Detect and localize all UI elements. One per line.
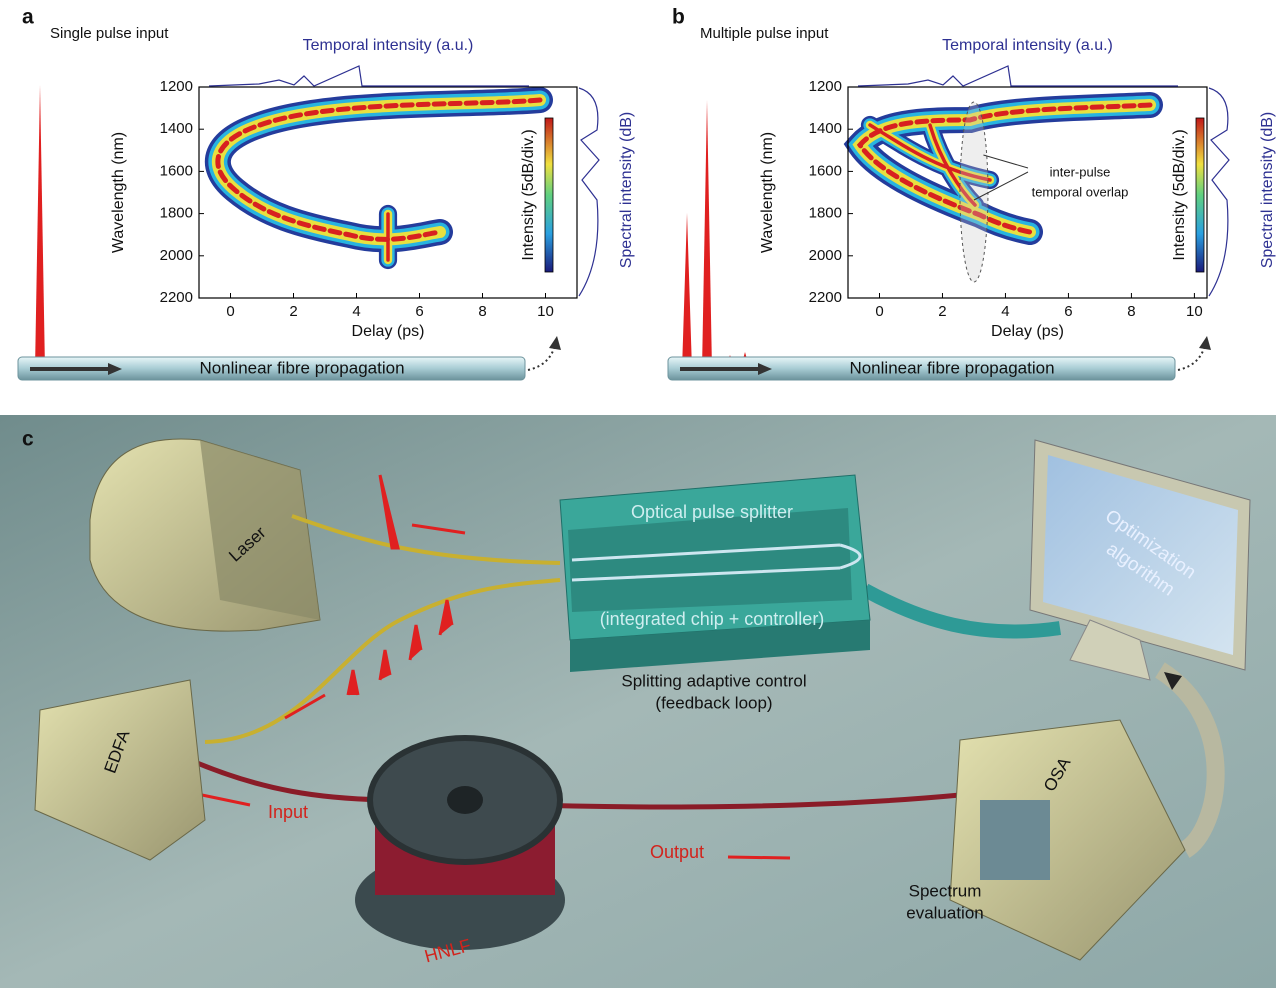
y-tick-label: 1600 [160,162,193,179]
monitor-screen [1043,455,1238,655]
spectral-trace [1208,87,1230,297]
setup-illustration [0,415,1276,988]
y-tick-label: 1800 [809,205,842,222]
right-axis-label: Spectral intensity (dB) [1259,112,1276,269]
fibre [17,356,526,381]
right-axis-label: Spectral intensity (dB) [618,112,635,269]
overlap-marker [959,101,989,283]
arrow-head [1164,672,1182,690]
fibre-label: Nonlinear fibre propagation [849,358,1054,377]
spool-hub [447,786,483,814]
device-label: Optical pulse splitter [631,502,793,522]
y-tick-label: 2200 [160,289,193,306]
dotted-arrow [1177,344,1206,371]
y-tick-label: 2200 [809,289,842,306]
x-tick-label: 8 [1127,303,1135,320]
osa-box [949,719,1186,961]
fibre [204,578,561,744]
x-tick-label: 4 [1001,303,1009,320]
annotation: temporal overlap [1032,184,1129,199]
plot-frame [198,86,578,299]
y-tick-label: 2000 [160,247,193,264]
x-tick-label: 0 [875,303,883,320]
caption: Spectrum [909,881,982,900]
waveguide [571,543,862,582]
caption: Input [268,802,308,822]
top-axis-label: Temporal intensity (a.u.) [942,37,1113,54]
cable [861,583,1062,639]
chip-side [570,620,870,672]
input-pulse [702,100,712,370]
colorbar-label: Intensity (5dB/div.) [520,129,537,260]
panel-title: Multiple pulse input [700,25,829,42]
spectrogram [215,97,543,242]
panel-label: b [672,6,685,29]
y-axis-label: Wavelength (nm) [759,132,776,253]
annotation: inter-pulse [1050,164,1111,179]
panel-label: c [22,428,34,451]
device-label: (integrated chip + controller) [600,609,825,629]
y-tick-label: 1200 [160,78,193,95]
osa-screen [980,800,1050,880]
x-tick-label: 6 [1064,303,1072,320]
direction-arrow [201,523,791,860]
x-tick-label: 10 [1186,303,1203,320]
y-tick-label: 2000 [809,247,842,264]
caption: Output [650,842,704,862]
x-tick-label: 6 [415,303,423,320]
x-axis-label: Delay (ps) [991,323,1064,340]
input-pulse [682,213,692,370]
input-pulse [35,85,45,370]
temporal-trace [857,65,1178,87]
x-tick-label: 2 [289,303,297,320]
y-tick-label: 1200 [809,78,842,95]
spectral-trace [578,87,600,297]
colorbar [544,117,554,273]
caption: Splitting adaptive control [621,671,806,690]
laser-face [200,440,320,620]
dotted-arrow [527,344,556,371]
y-tick-label: 1800 [160,205,193,222]
x-axis-label: Delay (ps) [352,323,425,340]
y-axis-label: Wavelength (nm) [110,132,127,253]
annotation-arrow [973,154,1029,201]
caption: evaluation [906,903,984,922]
x-tick-label: 2 [938,303,946,320]
spectrogram [856,102,1153,235]
panel-title: Single pulse input [50,25,169,42]
top-axis-label: Temporal intensity (a.u.) [303,37,474,54]
y-tick-label: 1400 [160,120,193,137]
fibre [667,356,1176,381]
temporal-trace [208,65,529,87]
y-tick-label: 1600 [809,162,842,179]
plot-frame [847,86,1208,299]
colorbar [1195,117,1205,273]
spectrogram [868,123,992,207]
caption: (feedback loop) [655,693,772,712]
edfa-box [34,679,206,861]
colorbar-label: Intensity (5dB/div.) [1171,129,1188,260]
x-tick-label: 10 [537,303,554,320]
monitor-stand [1069,619,1151,681]
x-tick-label: 8 [478,303,486,320]
y-tick-label: 1400 [809,120,842,137]
pulse-train [346,474,454,696]
feedback-arrow [1154,662,1225,858]
arrow-head [758,363,772,375]
arrow-head [108,363,122,375]
fibre-label: Nonlinear fibre propagation [199,358,404,377]
arrow-head [1199,336,1211,350]
x-tick-label: 0 [226,303,234,320]
chip-inner [568,508,852,612]
arrow-head [549,336,561,350]
panel-label: a [22,6,34,29]
x-tick-label: 4 [352,303,360,320]
